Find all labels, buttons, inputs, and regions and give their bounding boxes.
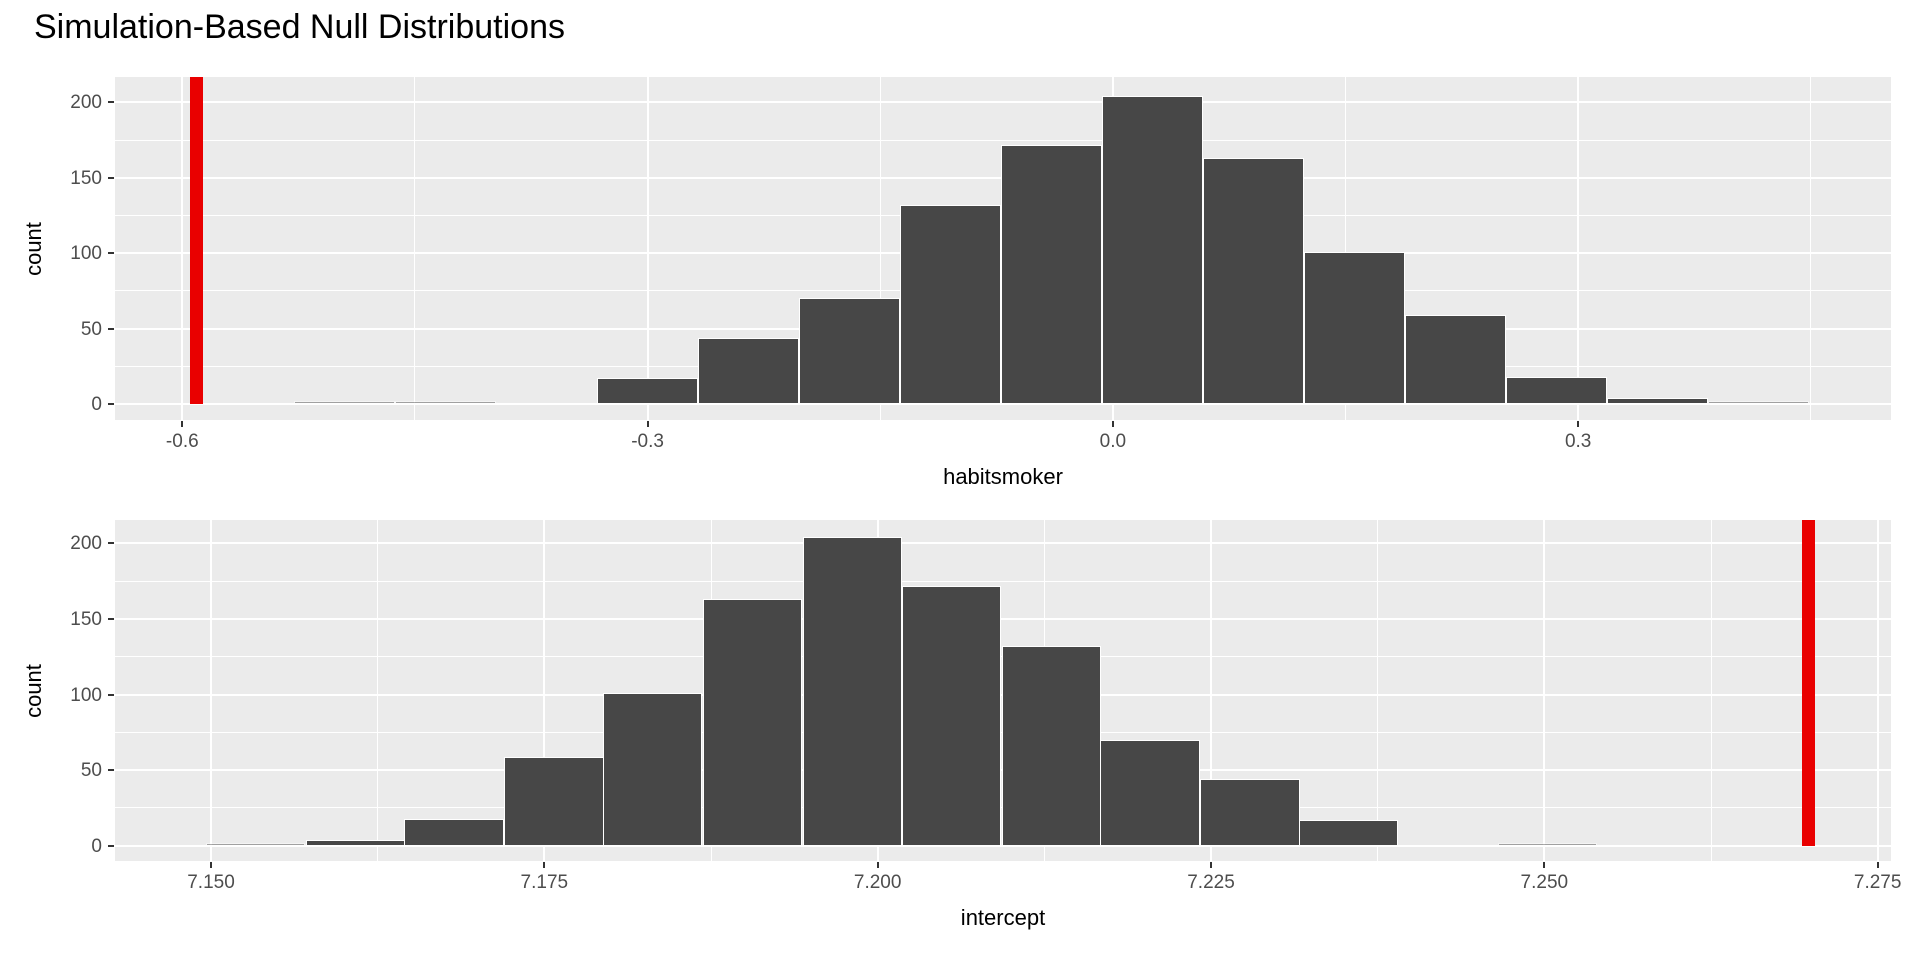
- histogram-bar: [294, 401, 396, 405]
- y-tick-mark: [108, 542, 114, 545]
- gridline-major: [1543, 520, 1546, 861]
- histogram-bar: [799, 298, 901, 404]
- y-tick-mark: [108, 618, 114, 620]
- x-axis-title: habitsmoker: [943, 464, 1063, 489]
- gridline-minor: [1710, 520, 1712, 861]
- y-tick-mark: [108, 101, 114, 104]
- gridline-minor: [1377, 520, 1379, 861]
- gridline-major: [115, 101, 1891, 104]
- x-axis-title: intercept: [960, 905, 1046, 930]
- histogram-bar: [1001, 144, 1103, 404]
- histogram-bar: [698, 337, 800, 404]
- x-tick-label: 7.200: [853, 872, 902, 893]
- x-tick-mark: [1111, 421, 1114, 427]
- x-tick-label: 7.150: [187, 872, 235, 893]
- x-tick-label: -0.6: [165, 431, 199, 452]
- gridline-minor: [1810, 77, 1812, 420]
- histogram-bar: [1607, 397, 1708, 404]
- histogram-bar: [597, 378, 699, 404]
- histogram-bar: [901, 585, 1002, 846]
- panel-habitsmoker: [115, 77, 1891, 420]
- gridline-major: [115, 542, 1891, 545]
- x-tick-label: 7.275: [1853, 872, 1902, 893]
- x-tick-label: 7.175: [520, 872, 569, 893]
- x-tick-mark: [646, 421, 649, 427]
- y-tick-label: 200: [70, 92, 102, 114]
- x-tick-label: 0.0: [1099, 431, 1127, 452]
- x-tick-mark: [543, 862, 546, 868]
- y-tick-label: 0: [91, 835, 102, 857]
- y-tick-mark: [108, 252, 114, 255]
- gridline-minor: [1345, 77, 1347, 420]
- histogram-bar: [305, 839, 406, 846]
- gridline-major: [1210, 520, 1212, 861]
- y-axis-title: count: [21, 221, 46, 276]
- histogram-bar: [1102, 96, 1204, 404]
- y-tick-label: 50: [80, 760, 102, 782]
- x-tick-mark: [1577, 421, 1580, 427]
- histogram-bar: [1001, 646, 1102, 846]
- x-tick-mark: [876, 862, 879, 868]
- gridline-major: [543, 520, 546, 861]
- x-tick-mark: [1543, 862, 1546, 868]
- x-tick-mark: [1876, 862, 1879, 868]
- gridline-minor: [414, 77, 416, 420]
- histogram-bar: [1506, 376, 1607, 404]
- histogram-bar: [1304, 251, 1406, 404]
- histogram-bar: [1405, 315, 1507, 405]
- x-tick-label: 7.250: [1520, 872, 1569, 893]
- histogram-bar: [1497, 842, 1598, 846]
- gridline-major: [181, 77, 184, 420]
- gridline-minor: [115, 580, 1891, 582]
- histogram-bar: [205, 842, 306, 846]
- gridline-major: [210, 520, 212, 861]
- histogram-bar: [395, 401, 497, 405]
- y-tick-label: 100: [70, 243, 102, 265]
- y-tick-mark: [108, 693, 114, 696]
- y-tick-mark: [108, 844, 114, 847]
- x-tick-mark: [210, 862, 212, 868]
- histogram-bar: [504, 756, 604, 846]
- histogram-bar: [603, 693, 703, 846]
- y-tick-label: 50: [80, 318, 102, 340]
- histogram-bar: [1100, 739, 1200, 846]
- histogram-bar: [803, 537, 903, 846]
- x-tick-label: 0.3: [1564, 431, 1592, 452]
- gridline-major: [646, 77, 649, 420]
- y-tick-mark: [108, 769, 114, 772]
- x-tick-mark: [181, 421, 184, 427]
- histogram-bar: [900, 205, 1002, 404]
- y-tick-mark: [108, 403, 114, 406]
- gridline-major: [1577, 77, 1580, 420]
- y-tick-label: 200: [70, 533, 102, 555]
- gridline-minor: [879, 77, 881, 420]
- gridline-minor: [377, 520, 379, 861]
- observed-stat-line: [189, 77, 203, 405]
- panel-intercept: [115, 520, 1891, 861]
- y-tick-mark: [108, 327, 114, 330]
- histogram-bar: [1707, 401, 1809, 405]
- histogram-bar: [1203, 158, 1305, 404]
- y-tick-label: 150: [70, 167, 102, 189]
- gridline-major: [115, 403, 1891, 406]
- x-tick-label: 7.225: [1187, 872, 1235, 893]
- y-tick-label: 0: [91, 394, 102, 416]
- histogram-bar: [1299, 820, 1399, 846]
- histogram-bar: [404, 818, 504, 846]
- histogram-bar: [703, 599, 803, 846]
- y-tick-label: 100: [70, 684, 102, 706]
- gridline-minor: [115, 139, 1891, 141]
- gridline-major: [1876, 520, 1879, 861]
- gridline-major: [115, 844, 1891, 847]
- x-tick-label: -0.3: [631, 431, 664, 452]
- x-tick-mark: [1210, 862, 1212, 868]
- gridline-major: [115, 618, 1891, 620]
- y-tick-mark: [108, 176, 114, 179]
- y-axis-title: count: [21, 663, 46, 718]
- chart-title: Simulation-Based Null Distributions: [34, 8, 566, 46]
- y-tick-label: 150: [70, 609, 102, 630]
- histogram-bar: [1200, 779, 1300, 846]
- observed-stat-line: [1801, 520, 1815, 846]
